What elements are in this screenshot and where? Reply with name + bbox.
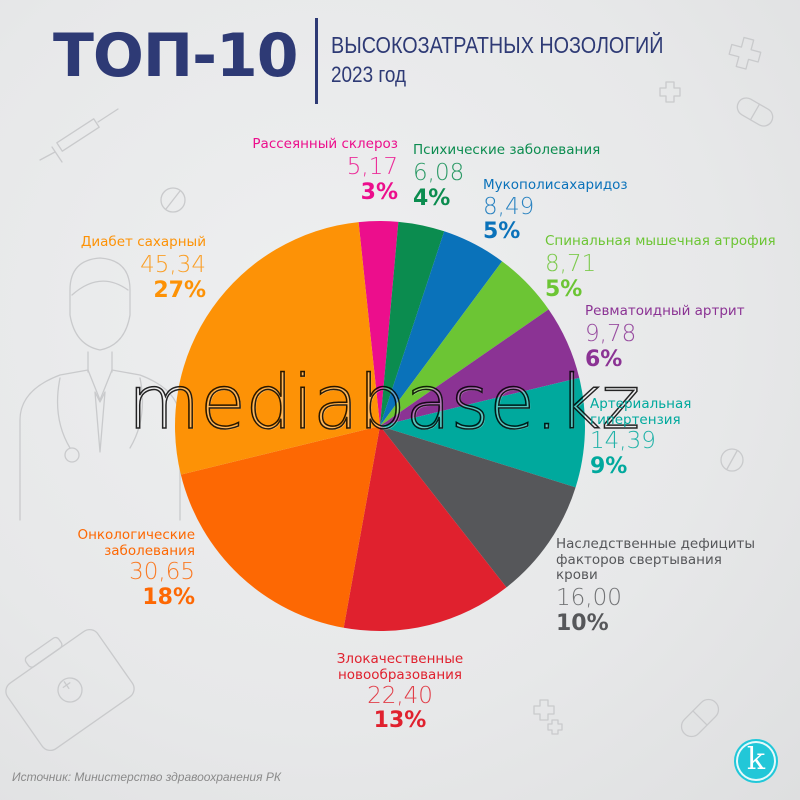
- page-title: ТОП-10: [53, 21, 299, 91]
- label-value: 16,00: [556, 584, 622, 611]
- label-name-line: Наследственные дефициты: [556, 536, 756, 552]
- label-value: 8,49: [483, 193, 535, 220]
- label-name: Ревматоидный артрит: [585, 303, 745, 319]
- pie-slice: [358, 221, 399, 426]
- pie-slice: [380, 221, 445, 426]
- pie-slice: [380, 309, 580, 426]
- pie-slice: [180, 426, 380, 628]
- label-percent: 5%: [545, 276, 583, 302]
- label-value: 8,71: [545, 250, 597, 277]
- label-percent: 13%: [373, 708, 427, 734]
- label-value: 30,65: [129, 559, 195, 586]
- label-percent: 4%: [413, 185, 451, 211]
- label-name-line: гипертензия: [590, 411, 681, 428]
- page-subtitle: ВЫСОКОЗАТРАТНЫХ НОЗОЛОГИЙ: [331, 32, 664, 58]
- label-name-line: новообразования: [337, 666, 463, 683]
- pill-icon: [720, 448, 744, 472]
- label-name: Спинальная мышечная атрофия: [545, 233, 776, 249]
- medical-cross-icon: [533, 699, 555, 721]
- label-name-line: Артериальная: [590, 396, 692, 412]
- label-value: 14,39: [590, 428, 656, 455]
- title-divider: [315, 18, 318, 104]
- label-percent: 9%: [590, 454, 628, 480]
- label-percent: 5%: [483, 218, 521, 244]
- label-percent: 3%: [360, 179, 398, 205]
- label-name-line: крови: [556, 567, 598, 584]
- pie-slice: [380, 231, 503, 426]
- label-name: Диабет сахарный: [80, 234, 206, 250]
- pie-slice: [343, 426, 507, 631]
- pie-slice: [174, 222, 380, 475]
- pill-icon: [160, 187, 186, 213]
- label-value: 9,78: [585, 320, 637, 347]
- label-name: Мукополисахаридоз: [483, 177, 628, 193]
- label-multiple-sclerosis: Рассеянный склероз 5,17 3%: [250, 136, 398, 205]
- medical-cross-icon: [659, 81, 681, 103]
- label-rheumatoid-arthritis: Ревматоидный артрит 9,78 6%: [585, 303, 745, 372]
- label-malignant-neoplasms: Злокачественные новообразования 22,40 13…: [300, 651, 500, 734]
- label-value: 22,40: [367, 683, 433, 710]
- label-mucopolysaccharidosis: Мукополисахаридоз 8,49 5%: [483, 177, 628, 244]
- label-diabetes: Диабет сахарный 45,34 27%: [40, 234, 206, 303]
- medkit-icon: [5, 628, 135, 752]
- label-percent: 10%: [556, 610, 609, 636]
- label-arterial-hypertension: Артериальная гипертензия 14,39 9%: [590, 396, 692, 480]
- label-name-line: заболевания: [104, 542, 195, 559]
- year-label: 2023 год: [331, 62, 406, 87]
- label-percent: 6%: [585, 346, 623, 372]
- source-note: Источник: Министерство здравоохранения Р…: [12, 770, 281, 784]
- brand-logo-icon: k: [734, 739, 778, 783]
- syringe-icon: [39, 108, 119, 163]
- label-value: 45,34: [140, 251, 206, 278]
- pie-slice: [380, 377, 586, 488]
- label-hereditary-coagulation-deficits: Наследственные дефициты факторов свертыв…: [556, 536, 756, 636]
- label-value: 6,08: [413, 159, 465, 186]
- medical-cross-icon: [728, 36, 762, 70]
- label-percent: 27%: [153, 277, 206, 303]
- label-name: Психические заболевания: [413, 142, 601, 158]
- label-value: 5,17: [346, 153, 398, 180]
- label-name-line: Злокачественные: [336, 651, 464, 667]
- medical-cross-icon: [547, 719, 563, 735]
- label-spinal-muscular-atrophy: Спинальная мышечная атрофия 8,71 5%: [545, 233, 776, 302]
- label-name: Рассеянный склероз: [252, 136, 398, 152]
- capsule-icon: [680, 698, 720, 738]
- pie-slice: [380, 261, 549, 426]
- label-oncological-diseases: Онкологические заболевания 30,65 18%: [40, 527, 195, 611]
- label-mental-disorders: Психические заболевания 6,08 4%: [413, 142, 601, 211]
- pie-slice: [380, 426, 576, 588]
- capsule-icon: [736, 97, 774, 127]
- label-percent: 18%: [142, 585, 195, 611]
- label-name-line: факторов свертывания: [556, 551, 722, 568]
- label-name-line: Онкологические: [77, 527, 195, 543]
